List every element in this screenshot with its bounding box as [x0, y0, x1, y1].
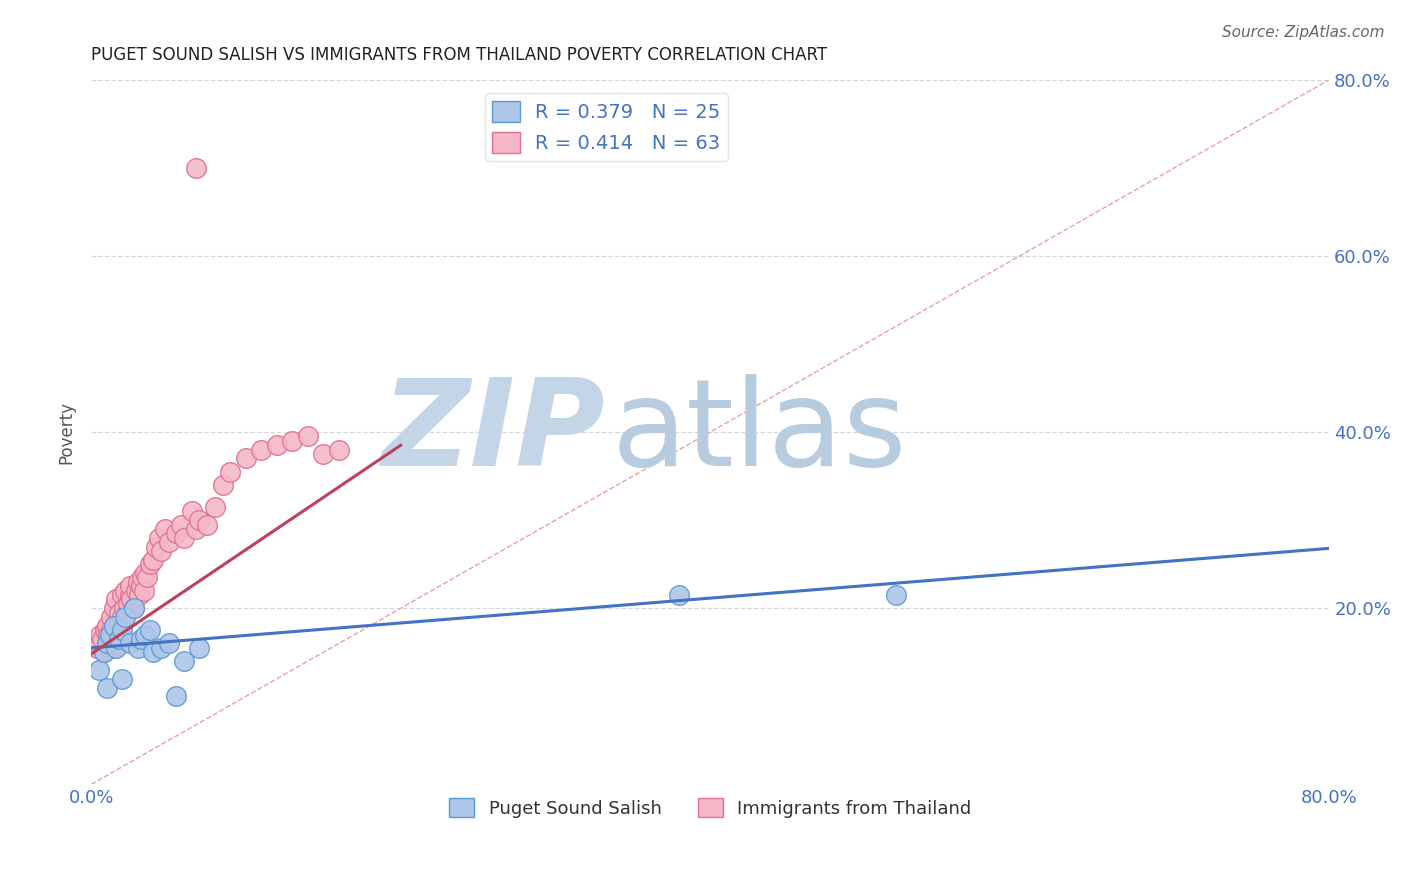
Point [139, 558, 162, 572]
Point [188, 640, 211, 655]
Point [145, 540, 167, 554]
Point [266, 438, 288, 452]
Point [195, 517, 218, 532]
Point [128, 588, 150, 602]
Point [132, 583, 155, 598]
Point [148, 531, 170, 545]
Point [170, 517, 193, 532]
Point [127, 640, 149, 655]
Point [100, 624, 122, 638]
Point [250, 442, 273, 457]
Point [112, 601, 135, 615]
Point [134, 566, 156, 580]
Point [103, 601, 125, 615]
Point [139, 624, 162, 638]
Point [165, 690, 187, 704]
Point [97, 628, 120, 642]
Point [127, 574, 149, 589]
Point [96, 619, 118, 633]
Point [108, 606, 131, 620]
Point [101, 640, 124, 655]
Point [111, 624, 134, 638]
Point [96, 681, 118, 695]
Point [103, 619, 125, 633]
Point [173, 654, 195, 668]
Point [125, 583, 148, 598]
Point [281, 434, 304, 448]
Point [93, 645, 115, 659]
Point [104, 592, 127, 607]
Point [107, 632, 129, 646]
Point [186, 522, 208, 536]
Point [87, 636, 110, 650]
Point [297, 429, 319, 443]
Text: atlas: atlas [612, 374, 907, 491]
Point [235, 451, 257, 466]
Point [118, 588, 141, 602]
Point [98, 628, 121, 642]
Point [111, 588, 134, 602]
Point [111, 610, 134, 624]
Point [312, 447, 335, 461]
Point [93, 645, 115, 659]
Point [94, 624, 117, 638]
Point [884, 588, 907, 602]
Point [155, 522, 177, 536]
Point [108, 615, 131, 629]
Point [98, 632, 121, 646]
Point [134, 628, 156, 642]
Point [115, 606, 138, 620]
Point [124, 601, 146, 615]
Y-axis label: Poverty: Poverty [58, 401, 75, 464]
Point [86, 640, 108, 655]
Point [114, 610, 136, 624]
Point [668, 588, 690, 602]
Text: PUGET SOUND SALISH VS IMMIGRANTS FROM THAILAND POVERTY CORRELATION CHART: PUGET SOUND SALISH VS IMMIGRANTS FROM TH… [91, 46, 827, 64]
Point [173, 531, 195, 545]
Point [328, 442, 350, 457]
Point [129, 579, 152, 593]
Point [117, 597, 139, 611]
Point [204, 500, 226, 514]
Point [149, 544, 172, 558]
Point [89, 628, 111, 642]
Point [96, 636, 118, 650]
Point [118, 636, 141, 650]
Point [157, 636, 180, 650]
Point [211, 478, 233, 492]
Text: Source: ZipAtlas.com: Source: ZipAtlas.com [1222, 25, 1385, 40]
Point [142, 553, 165, 567]
Point [110, 624, 132, 638]
Point [186, 161, 208, 175]
Point [165, 526, 187, 541]
Point [157, 535, 180, 549]
Point [91, 632, 114, 646]
Point [149, 640, 172, 655]
Point [129, 632, 152, 646]
Point [180, 504, 202, 518]
Legend: Puget Sound Salish, Immigrants from Thailand: Puget Sound Salish, Immigrants from Thai… [441, 791, 979, 825]
Point [142, 645, 165, 659]
Text: ZIP: ZIP [381, 374, 605, 491]
Point [114, 583, 136, 598]
Point [124, 601, 146, 615]
Point [118, 579, 141, 593]
Point [96, 636, 118, 650]
Point [100, 610, 122, 624]
Point [104, 640, 127, 655]
Point [219, 465, 242, 479]
Point [135, 570, 157, 584]
Point [188, 513, 211, 527]
Point [103, 619, 125, 633]
Point [108, 632, 131, 646]
Point [87, 663, 110, 677]
Point [120, 592, 142, 607]
Point [131, 570, 153, 584]
Point [111, 672, 134, 686]
